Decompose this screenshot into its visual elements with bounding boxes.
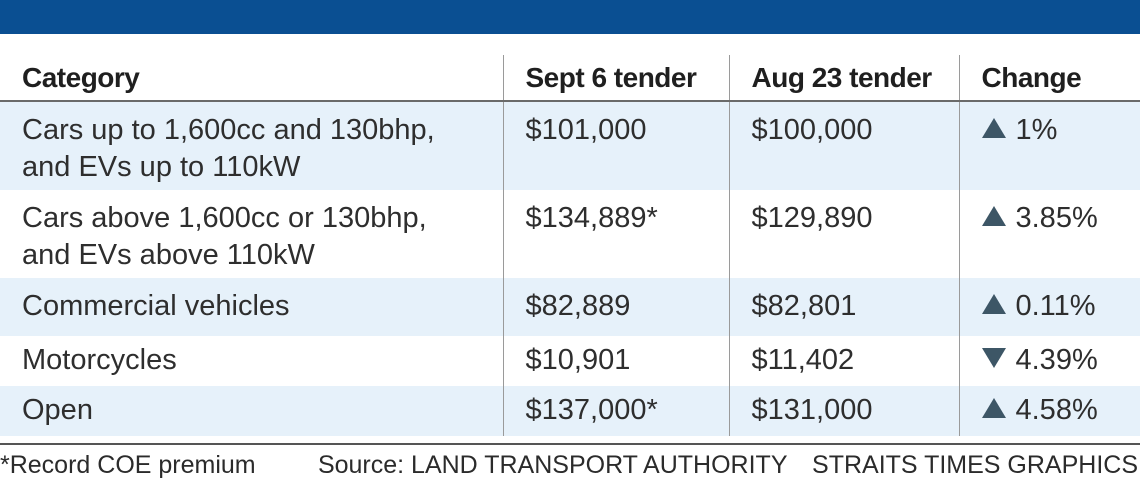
cell-change: 0.11%: [958, 278, 1140, 336]
change-value: 4.58%: [1015, 394, 1098, 426]
table-row: Commercial vehicles $82,889 $82,801 0.11%: [0, 278, 1140, 336]
change-value: 1%: [1015, 114, 1058, 146]
category-line: Cars above 1,600cc or 130bhp,: [22, 202, 427, 234]
cell-sept6-premium: $82,889: [502, 278, 729, 336]
triangle-up-icon: [981, 294, 1006, 315]
category-line: Motorcycles: [22, 344, 177, 376]
cell-change: 4.58%: [958, 386, 1140, 436]
cell-aug23-premium: $131,000: [728, 386, 959, 436]
cell-aug23-premium: $11,402: [728, 336, 959, 386]
table-row: Motorcycles $10,901 $11,402 4.39%: [0, 336, 1140, 386]
cell-sept6-premium: $134,889*: [502, 190, 729, 278]
triangle-up-icon: [981, 206, 1006, 227]
column-header-aug23: Aug 23 tender: [728, 55, 959, 102]
table-header-row: Category Sept 6 tender Aug 23 tender Cha…: [0, 55, 1140, 102]
cell-sept6-premium: $137,000*: [502, 386, 729, 436]
table-body: Cars up to 1,600cc and 130bhp, and EVs up…: [0, 101, 1140, 436]
column-header-sept6: Sept 6 tender: [502, 55, 729, 102]
column-header-category: Category: [0, 55, 503, 102]
category-line: Commercial vehicles: [22, 290, 290, 322]
table-row: Open $137,000* $131,000 4.58%: [0, 386, 1140, 436]
triangle-up-icon: [981, 118, 1006, 139]
cell-change: 3.85%: [958, 190, 1140, 278]
footnote: *Record COE premium: [0, 451, 256, 479]
cell-aug23-premium: $100,000: [728, 101, 959, 190]
cell-aug23-premium: $129,890: [728, 190, 959, 278]
triangle-down-icon: [981, 348, 1006, 369]
bottom-divider: [0, 443, 1140, 445]
cell-aug23-premium: $82,801: [728, 278, 959, 336]
change-value: 3.85%: [1015, 202, 1098, 234]
change-value: 4.39%: [1015, 344, 1098, 376]
cell-category: Motorcycles: [0, 336, 503, 386]
source-line: Source: LAND TRANSPORT AUTHORITY STRAITS…: [318, 451, 1138, 480]
cell-sept6-premium: $101,000: [502, 101, 729, 190]
table-row: Cars up to 1,600cc and 130bhp, and EVs up…: [0, 101, 1140, 190]
cell-change: 4.39%: [958, 336, 1140, 386]
category-line: Open: [22, 394, 93, 426]
cell-category: Cars up to 1,600cc and 130bhp, and EVs up…: [0, 101, 503, 190]
category-line: and EVs up to 110kW: [22, 151, 301, 183]
credit-text: STRAITS TIMES GRAPHICS: [812, 451, 1138, 479]
table-row: Cars above 1,600cc or 130bhp, and EVs abo…: [0, 190, 1140, 278]
coe-premium-table: Category Sept 6 tender Aug 23 tender Cha…: [0, 55, 1140, 436]
cell-sept6-premium: $10,901: [502, 336, 729, 386]
cell-category: Cars above 1,600cc or 130bhp, and EVs abo…: [0, 190, 503, 278]
source-text: Source: LAND TRANSPORT AUTHORITY: [317, 451, 788, 479]
column-header-change: Change: [958, 55, 1140, 102]
triangle-up-icon: [981, 398, 1006, 419]
cell-category: Open: [0, 386, 503, 436]
cell-category: Commercial vehicles: [0, 278, 503, 336]
cell-change: 1%: [958, 101, 1140, 190]
header-bar: [0, 0, 1140, 34]
category-line: and EVs above 110kW: [22, 239, 315, 271]
category-line: Cars up to 1,600cc and 130bhp,: [22, 114, 435, 146]
change-value: 0.11%: [1015, 290, 1096, 322]
